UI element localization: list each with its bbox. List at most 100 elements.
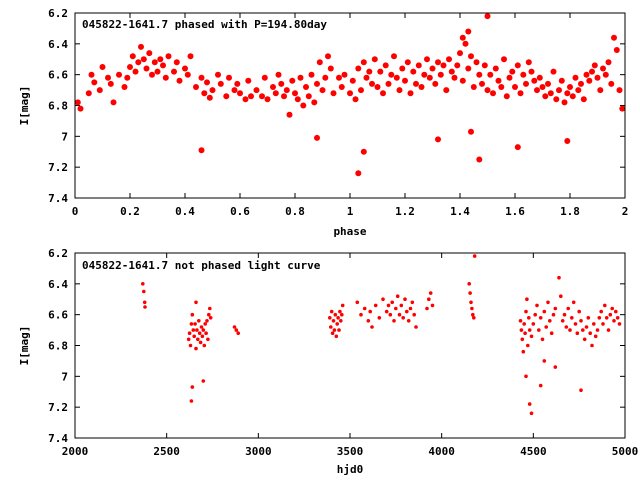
phased-data-point [468,128,474,135]
unphased-x-tick-label: 3000 [245,445,272,458]
phased-data-point [289,77,296,84]
unphased-data-point [527,316,531,320]
unphased-data-point [362,306,367,311]
unphased-data-point [601,322,605,326]
phased-data-point [223,93,230,100]
phased-data-point [451,74,458,81]
unphased-data-point [200,334,205,339]
phased-data-point [564,90,571,97]
unphased-data-point [203,322,207,326]
unphased-data-point [527,402,532,406]
phased-x-tick-label: 2 [622,205,629,218]
unphased-x-axis-title: hjd0 [337,463,364,476]
phased-data-point [465,28,472,35]
phased-y-tick-label: 7.2 [48,161,68,174]
unphased-data-point [332,328,337,332]
unphased-y-tick-label: 7 [61,370,68,383]
unphased-data-point [399,303,404,308]
phased-data-point [492,65,499,72]
phased-plot-frame [74,12,626,199]
phased-data-point [327,65,334,72]
phased-data-point [206,94,213,101]
unphased-data-point [368,309,373,314]
phased-data-point [545,80,551,87]
unphased-data-point [566,306,570,311]
unphased-data-point [333,312,338,317]
unphased-plot-frame [74,252,626,439]
unphased-data-point [370,325,374,329]
phased-data-point [600,65,606,72]
phased-data-point [534,87,540,94]
phased-data-point [366,68,373,75]
phased-data-point [435,136,441,143]
phased-data-point [613,47,620,53]
phased-data-point [85,90,92,97]
phased-x-tick-label: 0 [72,205,79,218]
phased-data-point [418,84,425,90]
phased-data-point [138,43,144,50]
unphased-data-point [612,319,616,323]
phased-data-point [553,96,560,103]
unphased-data-point [606,328,611,332]
unphased-data-point [542,359,547,363]
phased-x-tick-label: 1.8 [560,205,580,218]
phased-x-tick-label: 1.4 [450,205,470,218]
phased-data-point [523,80,529,87]
phased-data-point [591,62,598,69]
phased-data-point [360,148,367,155]
phased-data-point [275,71,282,78]
unphased-data-point [568,328,572,332]
phased-data-point [465,65,472,72]
unphased-data-point [468,291,472,295]
unphased-data-point [571,300,576,305]
phased-data-point [330,90,337,97]
unphased-data-point [526,343,530,348]
unphased-data-point [529,411,534,416]
unphased-data-point [525,297,529,302]
unphased-data-point [540,337,545,342]
unphased-data-point [401,316,406,320]
phased-x-tick-label: 1.2 [395,205,415,218]
unphased-data-point [524,374,528,379]
unphased-data-point [359,312,363,317]
unphased-data-point [201,328,206,332]
phased-data-point [539,84,546,90]
unphased-data-point [548,319,552,323]
phased-data-point [198,74,205,81]
phased-y-tick-label: 6.2 [48,7,68,20]
phased-x-tick-label: 0.8 [285,205,305,218]
phased-data-point [440,62,447,69]
phased-data-point [391,53,397,60]
phased-data-point [237,90,243,97]
unphased-data-point [588,331,592,336]
phased-data-point [514,62,521,69]
phased-data-point [602,71,609,78]
unphased-axis-ticks: 2000 2500 3000 3500 4000 4500 5000 6.2 6.4 6.6 6.8… [48,247,638,458]
phased-data-point [77,105,84,112]
unphased-data-point [428,291,433,295]
unphased-data-point [189,322,194,326]
phased-data-point [567,84,573,90]
unphased-data-point [377,316,382,320]
phased-data-point [162,74,169,81]
unphased-data-point [524,309,528,314]
unphased-y-tick-label: 6.2 [48,247,68,260]
phased-data-point [476,71,483,78]
unphased-data-point [570,316,574,320]
phased-data-point [234,80,241,87]
unphased-data-point [207,312,211,317]
unphased-data-point [551,312,556,317]
unphased-data-point [414,325,418,329]
phased-data-point [146,50,153,57]
phased-axis-ticks: 0 0.2 0.4 0.6 0.8 1 1.2 1.4 1.6 1.8 2 6.2 6.4 6.6 6.8 7… [48,7,628,218]
phased-data-point [503,93,510,100]
unphased-data-point [194,346,198,351]
phased-data-point [556,87,562,94]
phased-data-point [578,80,584,87]
phased-data-point [432,80,439,87]
unphased-data-point [189,399,194,403]
unphased-data-point [355,300,360,305]
phased-data-point [127,64,133,70]
phased-data-point [242,96,249,103]
phased-data-point [184,71,191,78]
